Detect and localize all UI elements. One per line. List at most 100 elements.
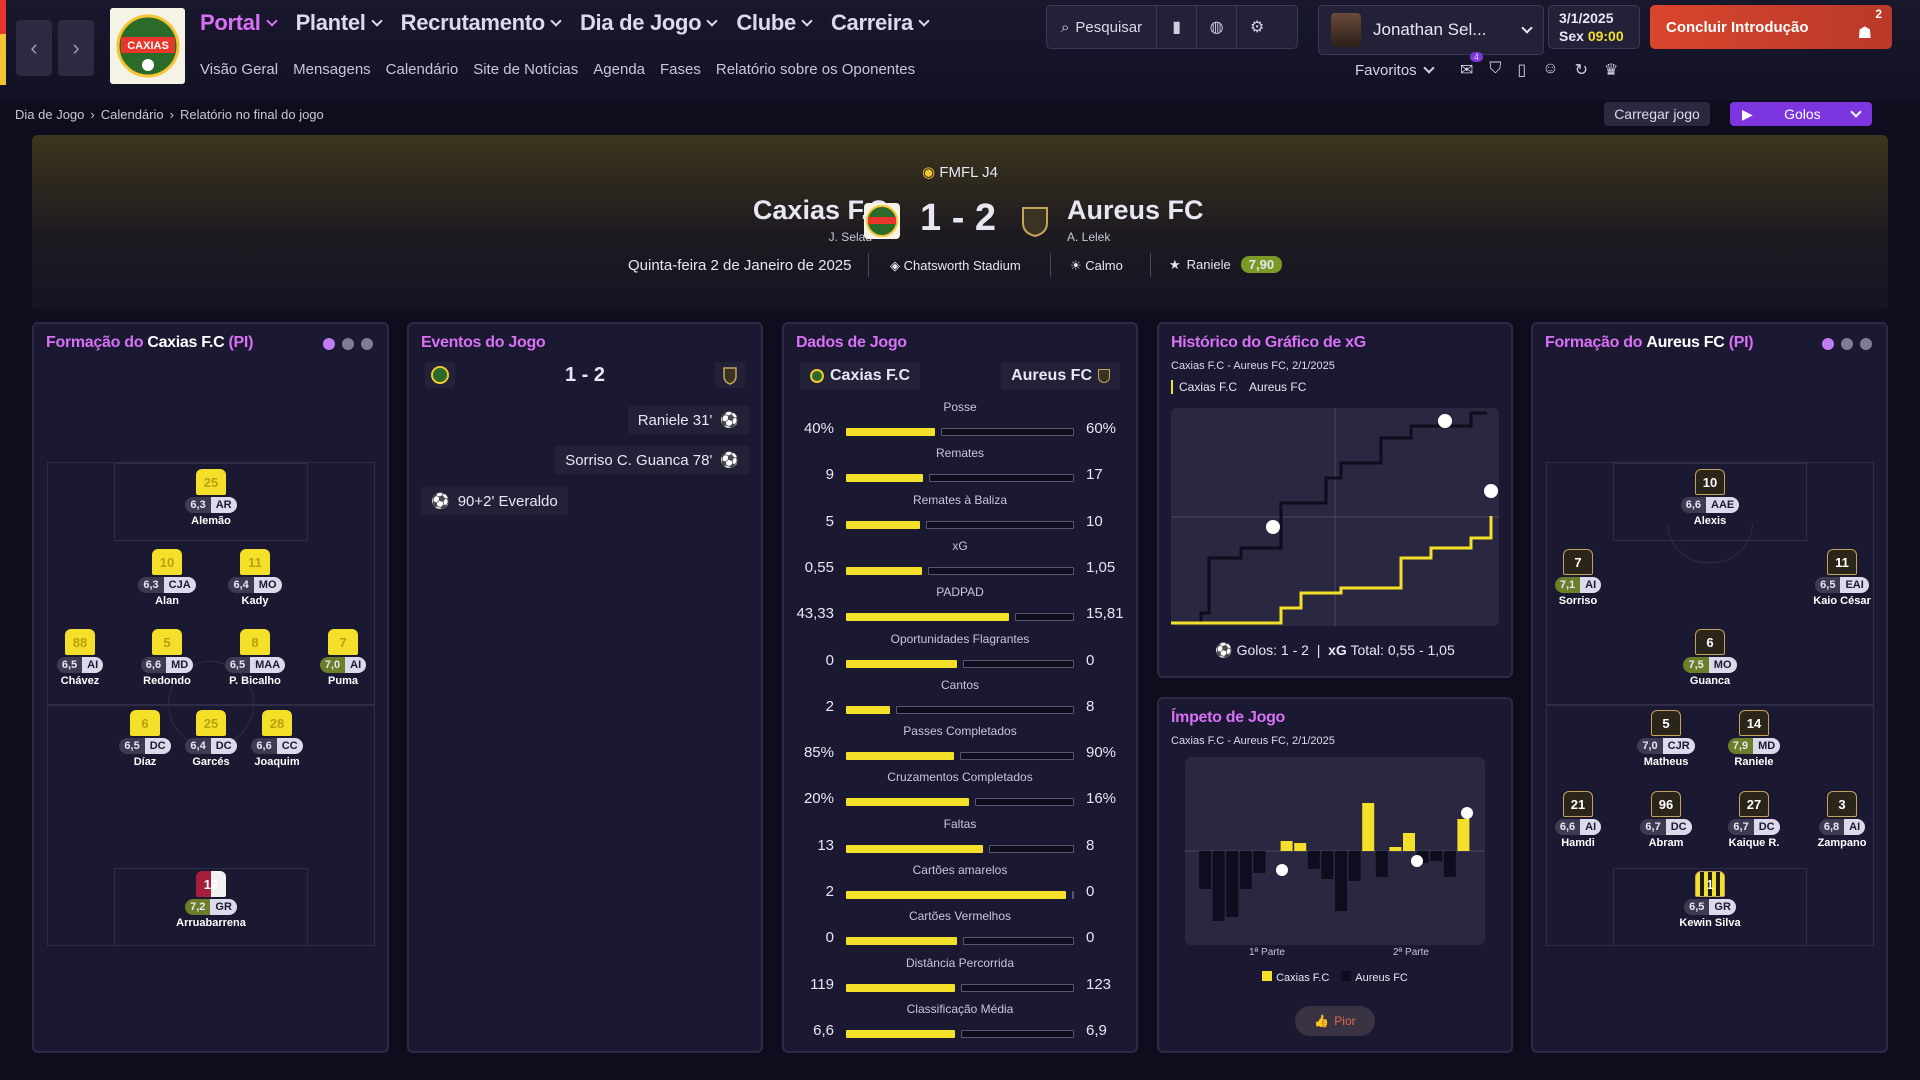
player-rating: 6,7 — [1640, 819, 1666, 835]
player-card[interactable]: 10 6,6 AAE Alexis — [1670, 469, 1750, 527]
event-goal[interactable]: Raniele 31' ⚽ — [627, 406, 749, 434]
stat-bar-away — [928, 566, 1074, 575]
player-card[interactable]: 25 6,4 DC Garcés — [171, 710, 251, 768]
player-card[interactable]: 5 7,0 CJR Matheus — [1626, 710, 1706, 768]
subnav-visao-geral[interactable]: Visão Geral — [200, 61, 279, 78]
player-card[interactable]: 6 6,5 DC Díaz — [105, 710, 185, 768]
nav-label: Clube — [736, 10, 796, 35]
continue-button[interactable]: Concluir Introdução 2 ☗ — [1650, 5, 1892, 49]
away-team-name[interactable]: Aureus FC — [1067, 195, 1204, 225]
legend-home[interactable]: Caxias F.C — [1262, 971, 1329, 984]
stat-bar-away — [961, 983, 1074, 992]
legend-away[interactable]: Aureus FC — [1249, 380, 1307, 394]
favorites-menu[interactable]: Favoritos — [1355, 62, 1435, 79]
player-rating: 6,5 — [56, 657, 83, 673]
player-card[interactable]: 14 7,9 MD Raniele — [1714, 710, 1794, 768]
player-card[interactable]: 1 6,5 GR Kewin Silva — [1670, 871, 1750, 929]
player-position: DC — [1665, 819, 1692, 835]
momentum-bar — [1362, 803, 1375, 851]
current-time: 09:00 — [1587, 28, 1624, 44]
player-of-match[interactable]: ★ Raniele 7,90 — [1169, 256, 1283, 273]
player-card[interactable]: 28 6,6 CC Joaquim — [237, 710, 317, 768]
dot[interactable] — [323, 338, 335, 350]
stat-bar-home — [846, 844, 983, 853]
nav-dia-de-jogo[interactable]: Dia de Jogo — [580, 10, 718, 36]
worse-button[interactable]: 👍 Pior — [1295, 1006, 1375, 1036]
load-game-button[interactable]: Carregar jogo — [1604, 102, 1710, 126]
player-card[interactable]: 7 7,0 AI Puma — [303, 629, 383, 687]
date-display[interactable]: 3/1/2025 Sex 09:00 — [1548, 5, 1640, 49]
stat-away-value: 0 — [1086, 929, 1095, 947]
chevron-down-icon — [1521, 21, 1533, 34]
dot[interactable] — [1822, 338, 1834, 350]
legend-home[interactable]: Caxias F.C — [1171, 380, 1237, 394]
player-rating: 7,0 — [319, 657, 346, 673]
bookmark-button[interactable]: ▮ — [1157, 6, 1198, 48]
trophy-icon[interactable]: ♛ — [1603, 62, 1619, 79]
club-logo[interactable]: CAXIAS — [110, 8, 185, 84]
page-dots[interactable] — [323, 338, 373, 350]
page-dots[interactable] — [1822, 338, 1872, 350]
back-button[interactable]: ‹ — [16, 20, 52, 76]
breadcrumb-item[interactable]: Dia de Jogo — [15, 107, 85, 122]
settings-button[interactable]: ⚙ — [1237, 6, 1277, 48]
nav-portal[interactable]: Portal — [200, 10, 278, 36]
stat-label: Cantos — [940, 677, 980, 692]
player-card[interactable]: 88 6,5 AI Chávez — [40, 629, 120, 687]
search-button[interactable]: ⌕ Pesquisar — [1047, 6, 1158, 48]
breadcrumb-item[interactable]: Calendário — [100, 107, 164, 122]
dot[interactable] — [342, 338, 354, 350]
refresh-icon[interactable]: ↻ — [1574, 62, 1588, 79]
nav-carreira[interactable]: Carreira — [831, 10, 930, 36]
player-card[interactable]: 21 6,6 AI Hamdi — [1538, 791, 1618, 849]
goals-dropdown[interactable]: ▶ Golos — [1730, 102, 1872, 126]
stat-away-value: 1,05 — [1086, 558, 1116, 576]
player-position: MO — [1708, 657, 1737, 673]
event-goal[interactable]: ⚽ 90+2' Everaldo — [421, 487, 568, 515]
nav-recrutamento[interactable]: Recrutamento — [401, 10, 562, 36]
dot[interactable] — [1841, 338, 1853, 350]
player-card[interactable]: 11 6,5 EAI Kaio César — [1802, 549, 1882, 607]
stat-away-value: 16% — [1086, 790, 1117, 808]
card-icon[interactable]: ▯ — [1517, 62, 1527, 79]
event-goal[interactable]: Sorriso C. Guanca 78' ⚽ — [555, 446, 749, 474]
staff-icon[interactable]: ☺ — [1542, 60, 1559, 77]
player-card[interactable]: 5 6,6 MD Redondo — [127, 629, 207, 687]
subnav-calendario[interactable]: Calendário — [385, 61, 459, 78]
shirt-icon[interactable]: ⛉ — [1489, 60, 1502, 77]
player-card[interactable]: 11 6,4 MO Kady — [215, 549, 295, 607]
globe-button[interactable]: ◍ — [1197, 6, 1238, 48]
chevron-right-icon: › — [72, 35, 80, 60]
goal-marker-icon — [1484, 484, 1498, 498]
rating-badge: 7,9 MD — [1727, 738, 1781, 754]
nav-plantel[interactable]: Plantel — [296, 10, 383, 36]
xg-legend: Caxias F.C Aureus FC — [1171, 380, 1306, 394]
player-card[interactable]: 8 6,5 MAA P. Bicalho — [215, 629, 295, 687]
nav-clube[interactable]: Clube — [736, 10, 813, 36]
player-card[interactable]: 27 6,7 DC Kaique R. — [1714, 791, 1794, 849]
player-card[interactable]: 6 7,5 MO Guanca — [1670, 629, 1750, 687]
subnav-mensagens[interactable]: Mensagens — [293, 61, 371, 78]
chat-icon[interactable]: ✉ 4 — [1460, 52, 1484, 80]
player-card[interactable]: 10 6,3 CJA Alan — [127, 549, 207, 607]
stat-label: Passes Completados — [903, 724, 1017, 739]
player-card[interactable]: 7 7,1 AI Sorriso — [1538, 549, 1618, 607]
user-menu[interactable]: Jonathan Sel... — [1318, 5, 1544, 55]
dot[interactable] — [361, 338, 373, 350]
stat-bar-home — [846, 937, 957, 946]
subnav-site-noticias[interactable]: Site de Notícias — [473, 61, 579, 78]
subnav-relatorio-oponentes[interactable]: Relatório sobre os Oponentes — [715, 61, 916, 78]
player-card[interactable]: 12 7,2 GR Arruabarrena — [171, 871, 251, 929]
legend-away[interactable]: Aureus FC — [1341, 971, 1408, 984]
subnav-agenda[interactable]: Agenda — [593, 61, 645, 78]
forward-button[interactable]: › — [58, 20, 94, 76]
player-card[interactable]: 25 6,3 AR Alemão — [171, 469, 251, 527]
player-card[interactable]: 3 6,8 AI Zampano — [1802, 791, 1882, 849]
chevron-down-icon — [265, 14, 278, 27]
stat-row: Oportunidades Flagrantes 0 0 — [796, 632, 1124, 678]
stat-home-value: 6,6 — [813, 1021, 834, 1039]
player-position: DC — [144, 738, 171, 754]
dot[interactable] — [1860, 338, 1872, 350]
subnav-fases[interactable]: Fases — [660, 61, 701, 78]
player-card[interactable]: 96 6,7 DC Abram — [1626, 791, 1706, 849]
